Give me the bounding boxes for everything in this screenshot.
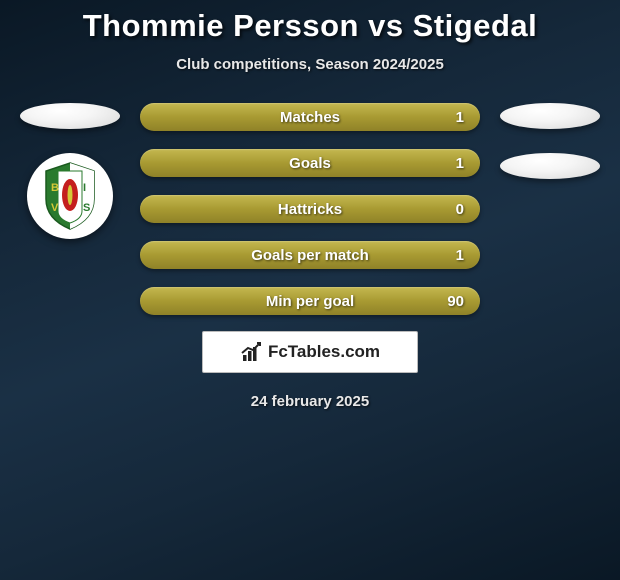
brand-logo-box: FcTables.com xyxy=(202,331,418,373)
stat-right-value: 0 xyxy=(444,201,464,218)
left-player-column: B I V S xyxy=(20,103,120,239)
stat-right-value: 1 xyxy=(444,155,464,172)
stats-column: Matches 1 Goals 1 Hattricks 0 Goals per … xyxy=(140,103,480,315)
stat-right-value: 1 xyxy=(444,247,464,264)
stat-row-hattricks: Hattricks 0 xyxy=(140,195,480,223)
stat-row-goals: Goals 1 xyxy=(140,149,480,177)
svg-text:I: I xyxy=(83,182,86,194)
stat-label: Goals per match xyxy=(251,247,369,264)
page-title: Thommie Persson vs Stigedal xyxy=(83,8,538,44)
player-left-marker xyxy=(20,103,120,129)
stat-label: Matches xyxy=(280,109,340,126)
stat-row-goals-per-match: Goals per match 1 xyxy=(140,241,480,269)
stat-label: Goals xyxy=(289,155,331,172)
stat-right-value: 1 xyxy=(444,109,464,126)
date-text: 24 february 2025 xyxy=(251,393,369,410)
stat-row-matches: Matches 1 xyxy=(140,103,480,131)
shield-icon: B I V S xyxy=(40,161,100,231)
brand-text: FcTables.com xyxy=(268,342,380,362)
right-player-column xyxy=(500,103,600,203)
player-right-marker-1 xyxy=(500,103,600,129)
svg-text:V: V xyxy=(51,202,59,214)
stat-label: Min per goal xyxy=(266,293,354,310)
svg-text:B: B xyxy=(51,182,59,194)
chart-icon xyxy=(240,341,264,363)
player-right-marker-2 xyxy=(500,153,600,179)
club-badge-left: B I V S xyxy=(27,153,113,239)
svg-text:S: S xyxy=(83,202,90,214)
stat-right-value: 90 xyxy=(444,293,464,310)
stat-label: Hattricks xyxy=(278,201,342,218)
subtitle: Club competitions, Season 2024/2025 xyxy=(176,56,444,73)
stat-row-min-per-goal: Min per goal 90 xyxy=(140,287,480,315)
